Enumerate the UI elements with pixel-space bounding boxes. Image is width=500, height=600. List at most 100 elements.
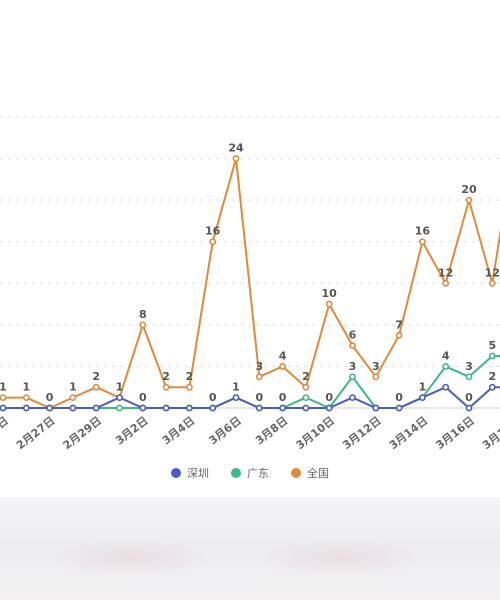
data-point bbox=[116, 394, 123, 402]
data-label: 12 bbox=[438, 266, 453, 279]
blurred-footer bbox=[0, 497, 500, 600]
data-point bbox=[488, 352, 496, 360]
data-point bbox=[349, 373, 356, 381]
data-point bbox=[465, 196, 473, 204]
data-point bbox=[395, 404, 403, 412]
data-label: 0 bbox=[325, 391, 333, 404]
data-point bbox=[442, 383, 450, 391]
data-point bbox=[139, 321, 147, 329]
x-tick-label: 3月12日 bbox=[340, 414, 383, 452]
data-point bbox=[255, 373, 263, 381]
data-point bbox=[465, 373, 473, 381]
data-label: 8 bbox=[139, 308, 147, 321]
series-line-2 bbox=[3, 157, 500, 409]
data-point bbox=[325, 404, 333, 412]
data-point bbox=[185, 404, 193, 412]
x-axis-ticks: 2月25日 2月27日 2月29日 3月2日 3月4日 3月6日 3月8日 3月10日 3月12… bbox=[0, 414, 500, 452]
data-point bbox=[279, 363, 286, 370]
data-label: 0 bbox=[255, 391, 263, 404]
data-label: 0 bbox=[465, 391, 473, 404]
data-label: 6 bbox=[349, 329, 357, 342]
x-tick-label: 3月16日 bbox=[433, 414, 476, 452]
data-label: 10 bbox=[322, 287, 338, 300]
data-label: 16 bbox=[205, 225, 221, 238]
data-point bbox=[372, 373, 380, 381]
data-point bbox=[209, 238, 217, 246]
data-label: 1 bbox=[116, 381, 124, 394]
data-label: 3 bbox=[465, 360, 473, 373]
data-point bbox=[442, 363, 450, 370]
data-label: 7 bbox=[395, 318, 403, 331]
data-point bbox=[162, 404, 170, 412]
data-label: 24 bbox=[228, 142, 244, 155]
data-point bbox=[465, 404, 473, 412]
data-label: 3 bbox=[349, 360, 357, 373]
legend-dot-icon bbox=[171, 468, 181, 478]
data-label: 0 bbox=[279, 391, 287, 404]
legend-item[interactable]: 全国 bbox=[291, 465, 329, 481]
data-point bbox=[349, 394, 356, 402]
legend-item[interactable]: 广东 bbox=[231, 465, 269, 481]
x-tick-label: 3月10日 bbox=[294, 414, 337, 452]
data-label: 2 bbox=[488, 370, 496, 383]
legend-dot-icon bbox=[291, 468, 301, 478]
data-point bbox=[232, 155, 240, 162]
data-label: 1 bbox=[69, 381, 77, 394]
data-label: 0 bbox=[395, 391, 403, 404]
data-point bbox=[69, 404, 77, 412]
data-label: 1 bbox=[22, 381, 30, 394]
data-point bbox=[488, 279, 496, 287]
data-point bbox=[0, 394, 7, 402]
legend-label: 广东 bbox=[247, 467, 269, 480]
x-tick-label: 3月14日 bbox=[387, 414, 430, 452]
data-point bbox=[395, 331, 403, 339]
data-label: 0 bbox=[209, 391, 217, 404]
data-point bbox=[185, 383, 193, 391]
legend-dot-icon bbox=[231, 468, 241, 478]
data-point bbox=[232, 394, 240, 402]
legend-label: 全国 bbox=[307, 467, 329, 480]
data-point bbox=[46, 404, 53, 412]
data-point bbox=[162, 383, 170, 391]
data-point bbox=[302, 404, 310, 412]
data-point bbox=[488, 383, 496, 391]
blur-smudge bbox=[40, 537, 220, 577]
data-point bbox=[302, 394, 310, 402]
legend-label: 深圳 bbox=[187, 467, 209, 480]
data-point bbox=[255, 404, 263, 412]
data-label: 1 bbox=[232, 381, 240, 394]
x-tick-label: 3月6日 bbox=[206, 414, 243, 447]
data-label: 16 bbox=[415, 225, 431, 238]
series-points bbox=[0, 155, 496, 412]
x-tick-label: 2月25日 bbox=[0, 414, 11, 452]
data-point bbox=[418, 238, 426, 246]
data-label: 1 bbox=[0, 381, 7, 394]
data-point bbox=[209, 404, 217, 412]
legend: 深圳 广东 全国 bbox=[0, 463, 500, 483]
x-tick-label: 2月27日 bbox=[14, 414, 57, 452]
data-label: 20 bbox=[461, 183, 477, 196]
data-label: 1 bbox=[419, 381, 427, 394]
x-tick-label: 3月18日 bbox=[480, 414, 500, 452]
series-lines bbox=[3, 157, 500, 409]
chart-card: 1 1 0 1 2 1 8 2 2 16 24 3 4 2 10 6 3 7 16 12 20 12 0 0 1 0 0 0 0 0 2 3 1… bbox=[0, 116, 500, 483]
data-point bbox=[92, 383, 100, 391]
blur-smudge bbox=[250, 537, 430, 577]
data-point bbox=[372, 404, 380, 412]
x-tick-label: 3月4日 bbox=[160, 414, 197, 447]
data-point bbox=[92, 404, 100, 412]
x-tick-label: 3月2日 bbox=[113, 414, 150, 447]
x-tick-label: 2月29日 bbox=[61, 414, 104, 452]
data-point bbox=[116, 404, 123, 412]
data-label: 3 bbox=[255, 360, 263, 373]
gridlines bbox=[0, 116, 500, 409]
data-label: 2 bbox=[186, 370, 194, 383]
data-label: 4 bbox=[442, 349, 450, 362]
data-point bbox=[418, 394, 426, 402]
data-point bbox=[22, 394, 30, 402]
data-point bbox=[442, 279, 450, 287]
legend-item[interactable]: 深圳 bbox=[171, 465, 209, 481]
data-point bbox=[69, 394, 77, 402]
